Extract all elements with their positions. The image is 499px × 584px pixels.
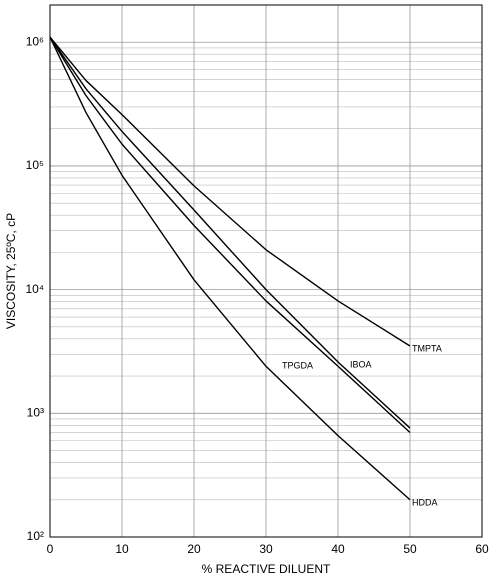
x-tick-label: 10 (115, 542, 129, 556)
series-label: IBOA (350, 359, 372, 369)
x-tick-label: 40 (331, 542, 345, 556)
plot-frame (49, 4, 483, 538)
x-tick-label: 0 (47, 542, 54, 556)
x-axis-label: % REACTIVE DILUENT (202, 562, 331, 576)
y-tick-label: 10³ (27, 405, 44, 419)
series-line (49, 36, 411, 347)
x-tick-label: 50 (403, 542, 417, 556)
x-tick-label: 60 (475, 542, 489, 556)
y-axis-label: VISCOSITY, 25ºC, cP (4, 213, 18, 329)
series-line (49, 36, 411, 429)
x-tick-label: 30 (259, 542, 273, 556)
x-tick-label: 20 (187, 542, 201, 556)
y-tick-label: 10² (27, 529, 44, 543)
series-line (49, 36, 411, 501)
y-tick-label: 10⁶ (26, 34, 44, 48)
y-tick-label: 10⁵ (26, 158, 44, 172)
series-label: TMPTA (412, 343, 442, 353)
series-line (49, 36, 411, 433)
series-label: HDDA (412, 497, 438, 507)
series-label: TPGDA (282, 360, 313, 370)
y-tick-label: 10⁴ (25, 282, 44, 296)
